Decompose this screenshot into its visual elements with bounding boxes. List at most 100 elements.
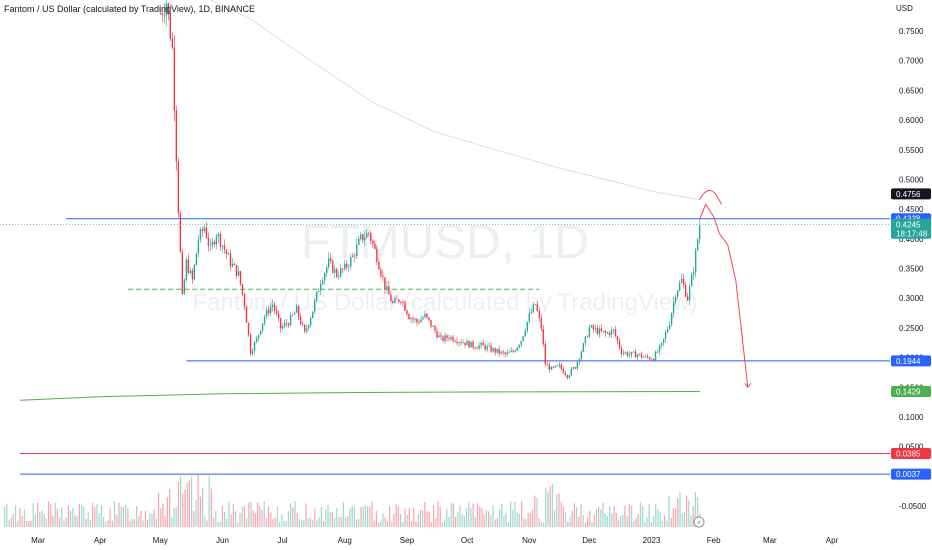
candle-body [237,271,240,276]
volume-bar [536,497,538,527]
candle-body [279,318,282,329]
candle-body [225,249,228,255]
volume-bar [125,504,127,527]
candle-body [598,328,601,334]
candle-body [388,286,390,295]
volume-bar [116,514,118,527]
volume-bar [382,513,384,527]
volume-bar [534,495,536,527]
candle-body [640,353,643,358]
volume-bar [320,506,322,527]
volume-bar [70,510,72,527]
volume-bar [694,491,696,527]
candle-body [450,336,452,340]
candle-body [472,341,474,348]
projection-drawing[interactable] [699,190,752,388]
candle-body [326,267,328,274]
candle-body [251,350,254,355]
candle-body [366,232,368,238]
candle-body [346,263,348,268]
volume-bar [444,519,446,527]
volume-bar [199,496,201,527]
x-tick-label: 2023 [643,536,661,545]
volume-bar [419,509,421,527]
y-tick-label: 0.6000 [899,116,924,125]
candle-body [336,269,338,277]
candle-body [464,342,466,346]
volume-bar [479,506,481,527]
projection-path[interactable] [699,203,749,388]
candle-body [600,328,603,332]
x-tick-label: Sep [400,536,415,545]
watermark-symbol: FTMUSD, 1D [301,216,589,269]
volume-bar [15,505,17,527]
candle-body [227,253,230,255]
volume-bar [153,509,155,527]
volume-bar [446,508,448,527]
candle-body [666,328,669,333]
candle-body [233,263,236,266]
candle-body [219,233,222,247]
volume-bar [217,521,219,527]
volume-bar [389,506,391,527]
candle-body [406,310,408,315]
price-axis[interactable]: USD 0.7500 0.7000 0.6500 0.6000 0.5500 0.5000… [896,4,927,511]
volume-bar [303,520,305,527]
candle-body [203,227,206,231]
volume-bar [686,495,688,527]
volume-bar [540,521,542,527]
volume-bar [439,506,441,527]
volume-bar [138,516,140,527]
volume-bar [650,522,652,527]
candle-body [630,351,633,355]
volume-bar [8,520,10,527]
volume-bar [422,510,424,527]
volume-bar [620,515,622,527]
candle-body [380,269,382,276]
candle-body [223,245,226,250]
time-axis[interactable]: Mar Apr May Jun Jul Aug Sep Oct Nov Dec 2023 Feb Mar… [31,536,838,545]
volume-bar [180,476,182,527]
volume-bar [369,506,371,527]
volume-bar [285,520,287,527]
volume-bar [516,512,518,527]
volume-bar [162,503,164,527]
y-tick-label: 0.4500 [899,205,924,214]
volume-bar [468,502,470,527]
candle-body [548,364,550,370]
candle-body [199,229,202,240]
horizontal-levels[interactable] [0,218,890,475]
candle-body [301,323,304,325]
candle-body [211,241,214,246]
candle-body [502,351,504,353]
candle-body [690,274,693,287]
candle-body [255,338,258,343]
volume-bar [45,518,47,527]
candle-body [334,269,336,273]
volume-bar [457,512,459,527]
volume-bar [633,521,635,527]
candle-body [570,368,573,376]
projection-arc[interactable] [699,190,723,205]
candle-body [390,294,392,302]
volume-bar [527,512,529,527]
candle-body [688,286,691,301]
volume-bar [433,504,435,527]
volume-bar [512,509,514,527]
volume-bar [477,503,479,527]
volume-bar [507,522,509,527]
volume-bar [400,514,402,527]
volume-bar [94,507,96,527]
volume-bar [279,522,281,527]
volume-bar [558,493,560,527]
volume-bar [290,503,292,527]
volume-bar [488,511,490,527]
volume-bar [37,502,39,527]
volume-bar [510,501,512,527]
replay-icon[interactable]: ⚡ [693,516,705,528]
volume-bar [204,516,206,527]
candle-body [590,325,593,328]
volume-bar [655,503,657,527]
candle-body [596,328,599,334]
